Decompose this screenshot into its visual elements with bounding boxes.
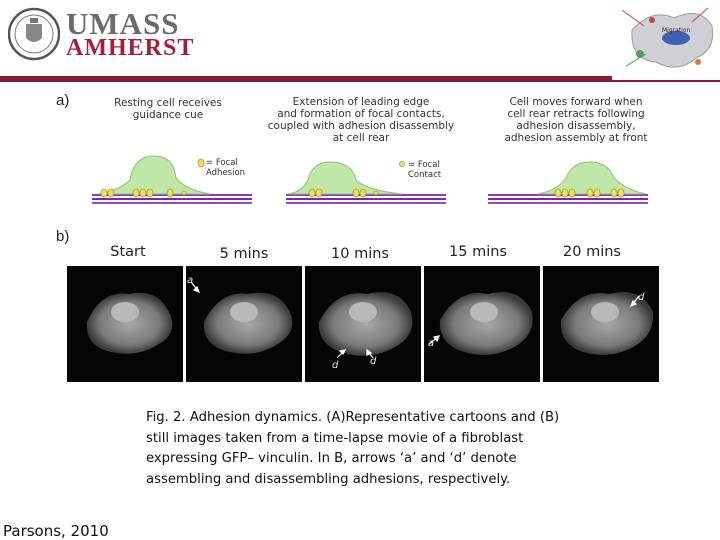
- step-2-line-1: Extension of leading edge: [292, 96, 430, 108]
- frame-15-mins: [424, 266, 540, 382]
- panel-a-label: a): [56, 92, 70, 109]
- logo-umass-text: UMASS: [66, 6, 180, 41]
- arrow-label-d-20min: d: [638, 292, 645, 303]
- resting-cell: [97, 155, 211, 195]
- arrow-label-a-15min: a: [428, 338, 435, 349]
- focal-contact-legend-icon: [399, 161, 405, 167]
- time-label-15-mins: 15 mins: [449, 244, 507, 260]
- advanced-cell: [537, 161, 647, 195]
- time-label-5-mins: 5 mins: [219, 246, 269, 262]
- legend-adhesion-line-2: Adhesion: [206, 168, 246, 178]
- legend-focal-contact: = Focal Contact: [408, 160, 441, 180]
- caption-line-2: still images taken from a time-lapse mov…: [146, 430, 524, 446]
- figure-caption: Fig. 2. Adhesion dynamics. (A)Representa…: [146, 408, 626, 490]
- time-label-start: Start: [110, 244, 146, 260]
- panel-b-label: b): [56, 228, 70, 245]
- step-1-caption: Resting cell receives guidance cue: [88, 97, 248, 121]
- focal-adhesion-legend-icon: [197, 158, 205, 168]
- cell-migration-diagram-icon: Migration: [612, 0, 720, 80]
- step-3-line-2: cell rear retracts following: [507, 108, 645, 120]
- step-3-caption: Cell moves forward when cell rear retrac…: [486, 96, 666, 144]
- step-2-line-4: at cell rear: [332, 132, 390, 144]
- frame-5-mins: [186, 266, 302, 382]
- caption-line-1: Fig. 2. Adhesion dynamics. (A)Representa…: [146, 410, 560, 425]
- cell-cartoon-strip: [92, 155, 648, 204]
- corner-migration-label: Migration: [662, 27, 690, 34]
- logo-amherst-text: AMHERST: [66, 35, 195, 61]
- arrow-label-d-10min-right: d: [370, 356, 377, 367]
- arrow-label-a-5min: a: [187, 275, 194, 286]
- university-seal-icon: [8, 7, 60, 61]
- step-1-line-2: guidance cue: [132, 109, 204, 121]
- time-label-10-mins: 10 mins: [331, 246, 389, 262]
- adhesion-arrows: [190, 281, 640, 359]
- timelapse-image-strip: [67, 266, 659, 382]
- step-2-caption: Extension of leading edge and formation …: [256, 96, 466, 144]
- header-divider: [0, 76, 720, 82]
- citation: Parsons, 2010: [3, 522, 109, 540]
- legend-contact-line-1: = Focal: [408, 160, 440, 170]
- legend-focal-adhesion: = Focal Adhesion: [206, 158, 245, 178]
- step-3-line-3: adhesion disassembly,: [516, 120, 636, 132]
- step-2-line-3: coupled with adhesion disassembly: [267, 120, 455, 132]
- time-label-20-mins: 20 mins: [563, 244, 621, 260]
- frame-start: [67, 266, 183, 382]
- step-3-line-4: adhesion assembly at front: [504, 132, 648, 144]
- legend-contact-line-2: Contact: [408, 170, 442, 180]
- caption-line-4: assembling and disassembling adhesions, …: [146, 471, 511, 487]
- focal-contacts: [181, 190, 379, 196]
- step-3-line-1: Cell moves forward when: [509, 96, 643, 108]
- step-2-line-2: and formation of focal contacts,: [277, 108, 445, 120]
- arrow-label-d-10min-left: d: [332, 360, 339, 371]
- frame-10-mins: [305, 266, 421, 382]
- caption-line-3: expressing GFP– vinculin. In B, arrows ‘…: [146, 451, 517, 466]
- legend-adhesion-line-1: = Focal: [206, 158, 238, 168]
- frame-20-mins: [543, 266, 659, 382]
- slide-header: [0, 0, 720, 82]
- focal-adhesions: [100, 188, 625, 198]
- step-1-line-1: Resting cell receives: [114, 97, 222, 109]
- migrating-cell: [287, 161, 403, 195]
